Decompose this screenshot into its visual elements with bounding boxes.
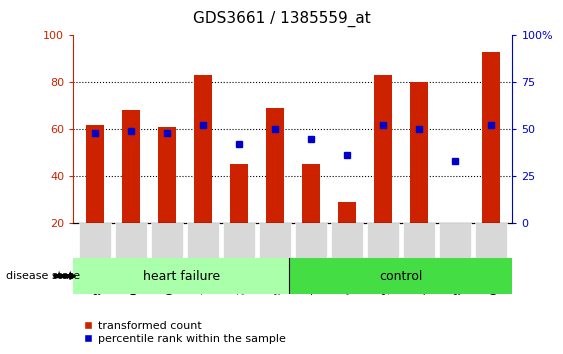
Bar: [186, 223, 219, 258]
Bar: [374, 75, 392, 223]
Bar: [79, 223, 111, 258]
Bar: [222, 223, 255, 258]
Bar: [330, 223, 363, 258]
Bar: [230, 164, 248, 223]
Text: control: control: [379, 270, 422, 282]
Bar: [158, 127, 176, 223]
Bar: [367, 223, 399, 258]
Bar: [194, 75, 212, 223]
Bar: [439, 223, 471, 258]
Bar: [338, 202, 356, 223]
Bar: [410, 82, 428, 223]
Bar: [294, 223, 327, 258]
Bar: [482, 52, 500, 223]
Bar: [86, 125, 104, 223]
Bar: [403, 223, 435, 258]
Bar: [115, 223, 147, 258]
Bar: [122, 110, 140, 223]
Legend: transformed count, percentile rank within the sample: transformed count, percentile rank withi…: [79, 316, 290, 348]
Bar: [73, 258, 289, 294]
Bar: [150, 223, 183, 258]
Bar: [289, 258, 512, 294]
Bar: [475, 223, 507, 258]
Bar: [302, 164, 320, 223]
Bar: [266, 108, 284, 223]
Text: heart failure: heart failure: [142, 270, 220, 282]
Text: disease state: disease state: [6, 271, 80, 281]
Bar: [258, 223, 291, 258]
Text: GDS3661 / 1385559_at: GDS3661 / 1385559_at: [193, 11, 370, 27]
